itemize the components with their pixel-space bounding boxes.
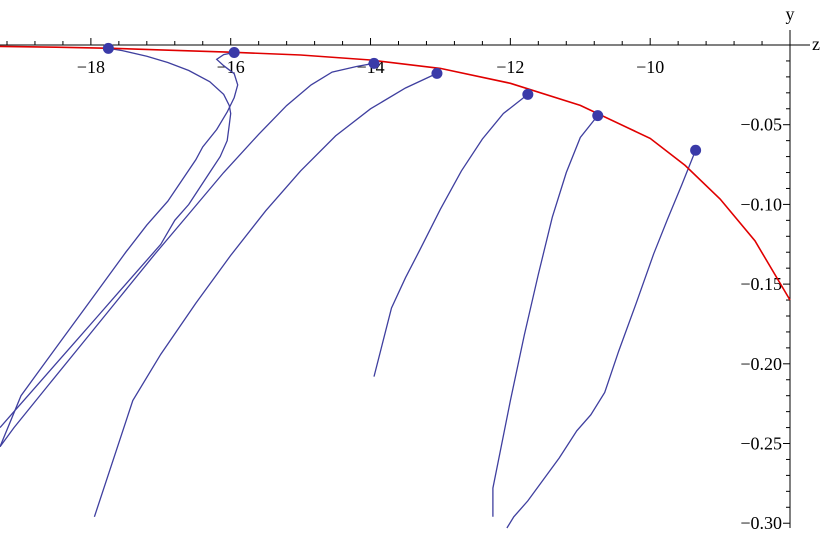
y-tick-label: −0.30 xyxy=(740,513,782,533)
point-layer xyxy=(102,42,702,156)
axes: −18−16−14−12−10−0.05−0.10−0.15−0.20−0.25… xyxy=(0,30,810,533)
x-tick-label: −18 xyxy=(77,57,105,77)
trajectory-line-3 xyxy=(0,62,375,448)
trajectory-line-5 xyxy=(373,93,529,377)
x-tick-label: −12 xyxy=(496,57,524,77)
x-axis-label: z xyxy=(812,34,820,54)
data-point-4 xyxy=(431,67,443,79)
x-tick-label: −16 xyxy=(217,57,245,77)
trajectory-line-7 xyxy=(506,149,697,529)
y-axis-label: y xyxy=(786,4,795,24)
data-point-2 xyxy=(228,46,240,58)
trajectory-line-2 xyxy=(0,51,239,447)
x-tick-label: −10 xyxy=(636,57,664,77)
data-point-1 xyxy=(102,42,114,54)
y-tick-label: −0.15 xyxy=(740,274,782,294)
trajectory-series xyxy=(0,47,697,529)
y-tick-label: −0.25 xyxy=(740,434,782,454)
data-point-5 xyxy=(522,88,534,100)
y-tick-label: −0.05 xyxy=(740,115,782,135)
data-point-7 xyxy=(690,144,702,156)
envelope-curve xyxy=(0,45,791,301)
trajectory-line-4 xyxy=(93,72,438,518)
trajectory-line-1 xyxy=(0,47,232,429)
envelope-layer xyxy=(0,45,791,301)
y-tick-label: −0.20 xyxy=(740,354,782,374)
data-point-3 xyxy=(368,57,380,69)
data-point-6 xyxy=(592,110,604,122)
trajectory-line-6 xyxy=(492,115,599,517)
y-tick-label: −0.10 xyxy=(740,194,782,214)
